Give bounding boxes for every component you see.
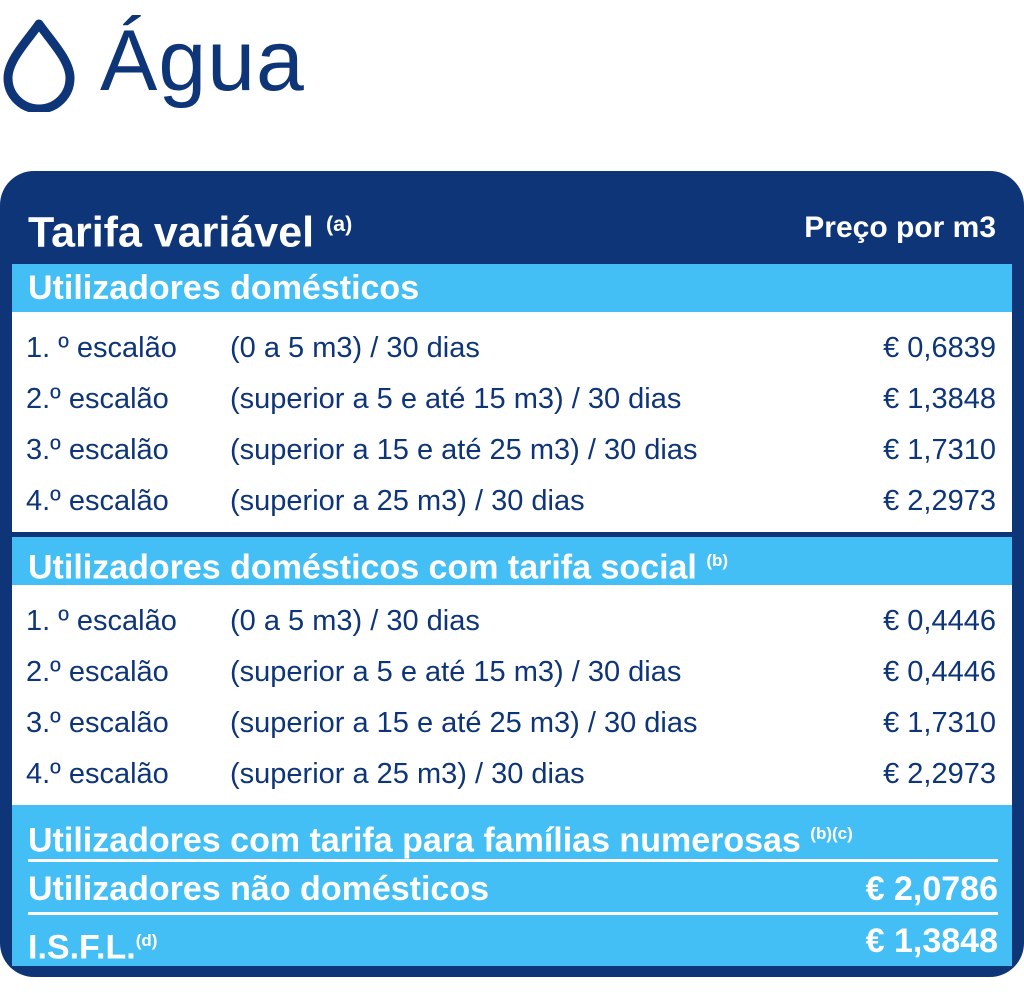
divider bbox=[28, 912, 998, 915]
table-row: 3.º escalão (superior a 15 e até 25 m3) … bbox=[12, 698, 1012, 748]
table-row: 1. º escalão (0 a 5 m3) / 30 dias € 0,68… bbox=[12, 323, 1012, 373]
tier-name: 3.º escalão bbox=[26, 434, 169, 466]
tier-price: € 0,6839 bbox=[883, 332, 996, 364]
tier-price: € 2,2973 bbox=[883, 758, 996, 790]
tier-name: 2.º escalão bbox=[26, 383, 169, 415]
tier-range: (superior a 25 m3) / 30 dias bbox=[230, 485, 585, 517]
table-row: 1. º escalão (0 a 5 m3) / 30 dias € 0,44… bbox=[12, 596, 1012, 646]
tier-name: 1. º escalão bbox=[26, 332, 177, 364]
water-drop-icon bbox=[3, 19, 75, 112]
isfl-price: € 1,3848 bbox=[865, 922, 998, 960]
page-header: Água bbox=[0, 0, 1024, 130]
non-domestic-price: € 2,0786 bbox=[865, 870, 998, 908]
page-title: Água bbox=[100, 13, 305, 109]
tier-range: (0 a 5 m3) / 30 dias bbox=[230, 332, 480, 364]
table-row: 4.º escalão (superior a 25 m3) / 30 dias… bbox=[12, 476, 1012, 526]
isfl-label: I.S.F.L. bbox=[28, 928, 136, 967]
isfl-row: I.S.F.L.(d) € 1,3848 bbox=[28, 918, 998, 967]
card-title: Tarifa variável (a) bbox=[28, 198, 352, 258]
tier-range: (superior a 15 e até 25 m3) / 30 dias bbox=[230, 707, 698, 739]
isfl-note: (d) bbox=[135, 931, 158, 950]
tier-price: € 0,4446 bbox=[883, 656, 996, 688]
social-section-note: (b) bbox=[706, 551, 729, 570]
tier-range: (superior a 5 e até 15 m3) / 30 dias bbox=[230, 383, 682, 415]
domestic-section-header bbox=[12, 264, 1012, 312]
table-row: 2.º escalão (superior a 5 e até 15 m3) /… bbox=[12, 647, 1012, 697]
large-families-label: Utilizadores com tarifa para famílias nu… bbox=[28, 821, 801, 860]
card-title-text: Tarifa variável bbox=[28, 208, 315, 257]
table-row: 4.º escalão (superior a 25 m3) / 30 dias… bbox=[12, 749, 1012, 799]
domestic-section-title: Utilizadores domésticos bbox=[28, 269, 420, 307]
non-domestic-label: Utilizadores não domésticos bbox=[28, 870, 489, 908]
tier-range: (superior a 15 e até 25 m3) / 30 dias bbox=[230, 434, 698, 466]
social-section-title: Utilizadores domésticos com tarifa socia… bbox=[28, 539, 728, 589]
card-title-note: (a) bbox=[326, 212, 353, 236]
large-families-note: (b)(c) bbox=[810, 824, 853, 843]
social-tier-table: 1. º escalão (0 a 5 m3) / 30 dias € 0,44… bbox=[12, 585, 1012, 805]
table-row: 2.º escalão (superior a 5 e até 15 m3) /… bbox=[12, 374, 1012, 424]
tier-price: € 0,4446 bbox=[883, 605, 996, 637]
price-column-header: Preço por m3 bbox=[804, 211, 996, 244]
tier-price: € 1,7310 bbox=[883, 434, 996, 466]
large-families-row: Utilizadores com tarifa para famílias nu… bbox=[28, 811, 998, 860]
social-section-header bbox=[12, 537, 1012, 585]
other-tariffs-panel bbox=[12, 805, 1012, 966]
tier-range: (0 a 5 m3) / 30 dias bbox=[230, 605, 480, 637]
table-row: 3.º escalão (superior a 15 e até 25 m3) … bbox=[12, 425, 1012, 475]
social-section-title-text: Utilizadores domésticos com tarifa socia… bbox=[28, 548, 697, 587]
non-domestic-row: Utilizadores não domésticos € 2,0786 bbox=[28, 866, 998, 912]
tier-price: € 1,7310 bbox=[883, 707, 996, 739]
tier-name: 2.º escalão bbox=[26, 656, 169, 688]
tier-name: 1. º escalão bbox=[26, 605, 177, 637]
domestic-tier-table: 1. º escalão (0 a 5 m3) / 30 dias € 0,68… bbox=[12, 312, 1012, 532]
tier-name: 3.º escalão bbox=[26, 707, 169, 739]
tier-range: (superior a 5 e até 15 m3) / 30 dias bbox=[230, 656, 682, 688]
divider bbox=[28, 859, 998, 862]
tier-name: 4.º escalão bbox=[26, 485, 169, 517]
tier-range: (superior a 25 m3) / 30 dias bbox=[230, 758, 585, 790]
tier-name: 4.º escalão bbox=[26, 758, 169, 790]
tier-price: € 2,2973 bbox=[883, 485, 996, 517]
tier-price: € 1,3848 bbox=[883, 383, 996, 415]
